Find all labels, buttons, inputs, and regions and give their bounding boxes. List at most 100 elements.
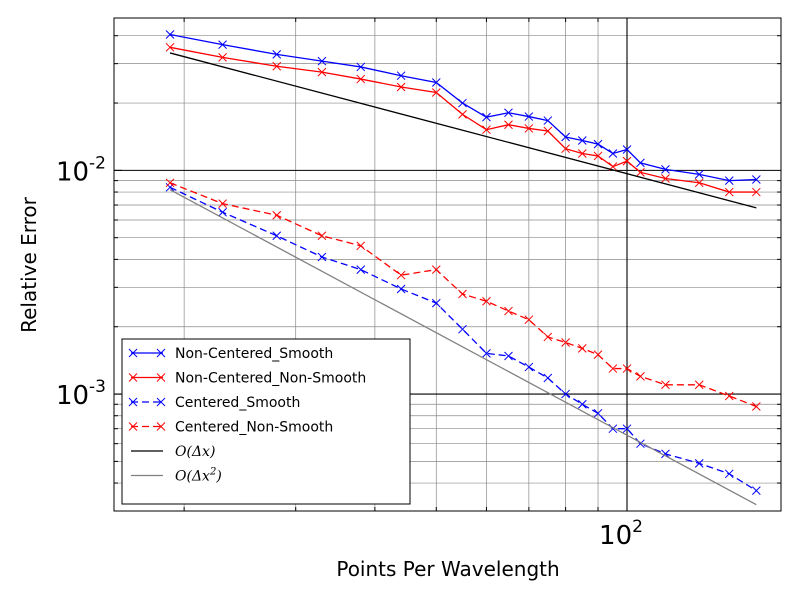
y-tick-label-base: 10: [56, 381, 89, 411]
data-point: [356, 265, 366, 274]
data-point: [636, 158, 645, 168]
marker-stroke: [356, 265, 366, 274]
data-point: [694, 380, 704, 390]
legend-marker: [128, 397, 138, 407]
series-non-centered-non-smooth: [165, 42, 761, 197]
marker-stroke: [524, 362, 534, 372]
data-point: [396, 270, 406, 280]
data-point: [724, 469, 734, 479]
data-point: [165, 182, 175, 192]
data-point: [661, 174, 670, 183]
data-point: [524, 362, 534, 372]
data-point: [622, 364, 632, 373]
data-point: [543, 116, 553, 125]
data-point: [524, 124, 534, 133]
data-point: [218, 40, 227, 49]
marker-stroke: [128, 348, 138, 358]
data-point: [396, 71, 406, 81]
data-point: [577, 344, 587, 353]
reference-line-o-dx-line: [169, 52, 757, 209]
data-point: [165, 178, 175, 188]
marker-stroke: [396, 82, 406, 92]
data-point: [561, 144, 570, 154]
data-point: [751, 175, 761, 184]
data-point: [524, 112, 534, 121]
series-centered-smooth: [165, 182, 761, 495]
marker-stroke: [561, 132, 570, 142]
marker-stroke: [543, 373, 553, 383]
marker-stroke: [458, 289, 467, 299]
marker-stroke: [156, 348, 166, 358]
legend-marker: [156, 348, 166, 358]
data-point: [482, 112, 491, 122]
data-point: [396, 284, 406, 294]
x-tick-label-base: 10: [599, 521, 632, 551]
marker-stroke: [694, 169, 704, 179]
marker-stroke: [482, 125, 491, 135]
marker-stroke: [608, 364, 618, 373]
marker-stroke: [504, 120, 513, 130]
data-point: [622, 424, 632, 434]
marker-stroke: [561, 338, 570, 347]
marker-stroke: [356, 74, 366, 84]
legend-label-text: O(Δx): [175, 444, 215, 460]
marker-stroke: [593, 139, 603, 149]
data-point: [317, 56, 327, 66]
data-point: [218, 207, 227, 217]
marker-stroke: [504, 351, 513, 361]
data-point: [593, 408, 603, 418]
marker-stroke: [751, 187, 761, 197]
marker-stroke: [622, 424, 632, 434]
data-point: [751, 486, 761, 495]
data-point: [482, 349, 491, 358]
marker-stroke: [156, 373, 166, 382]
data-point: [482, 296, 491, 306]
data-point: [577, 136, 587, 145]
data-point: [608, 149, 618, 158]
legend-item-o-dx2: O(Δx2): [131, 467, 222, 485]
legend-item-o-dx: O(Δx): [131, 444, 215, 460]
data-point: [724, 176, 734, 185]
marker-stroke: [458, 324, 467, 334]
legend-marker: [156, 397, 166, 407]
data-point: [751, 402, 761, 411]
data-point: [661, 165, 670, 174]
data-point: [458, 324, 467, 334]
marker-stroke: [694, 380, 704, 390]
marker-stroke: [543, 116, 553, 125]
marker-stroke: [724, 391, 734, 401]
marker-stroke: [661, 174, 670, 183]
marker-stroke: [458, 110, 467, 119]
data-point: [661, 380, 670, 390]
marker-stroke: [272, 210, 282, 220]
tick-marks: [114, 18, 781, 512]
data-point: [504, 120, 513, 130]
series-non-centered-smooth: [165, 30, 761, 185]
marker-stroke: [524, 112, 534, 121]
data-point: [272, 50, 282, 59]
data-point: [458, 289, 467, 299]
legend-label: Non-Centered_Smooth: [175, 346, 333, 362]
marker-stroke: [636, 167, 645, 177]
data-point: [504, 306, 513, 316]
legend-label: Centered_Non-Smooth: [175, 420, 333, 436]
marker-stroke: [218, 199, 227, 208]
data-point: [561, 338, 570, 347]
data-point: [458, 110, 467, 119]
data-point: [593, 151, 603, 161]
data-point: [694, 169, 704, 179]
data-point: [543, 126, 553, 136]
data-point: [431, 298, 441, 308]
data-point: [524, 315, 534, 325]
data-point: [356, 241, 366, 251]
marker-stroke: [396, 270, 406, 280]
marker-stroke: [608, 149, 618, 158]
legend-item-non-centered-non-smooth: Non-Centered_Non-Smooth: [128, 371, 366, 387]
y-tick-label: 10-2: [56, 153, 106, 187]
data-point: [317, 231, 327, 241]
legend-marker: [128, 373, 138, 382]
legend: Non-Centered_Smooth Non-Centered_Non-Smoo…: [121, 338, 411, 505]
